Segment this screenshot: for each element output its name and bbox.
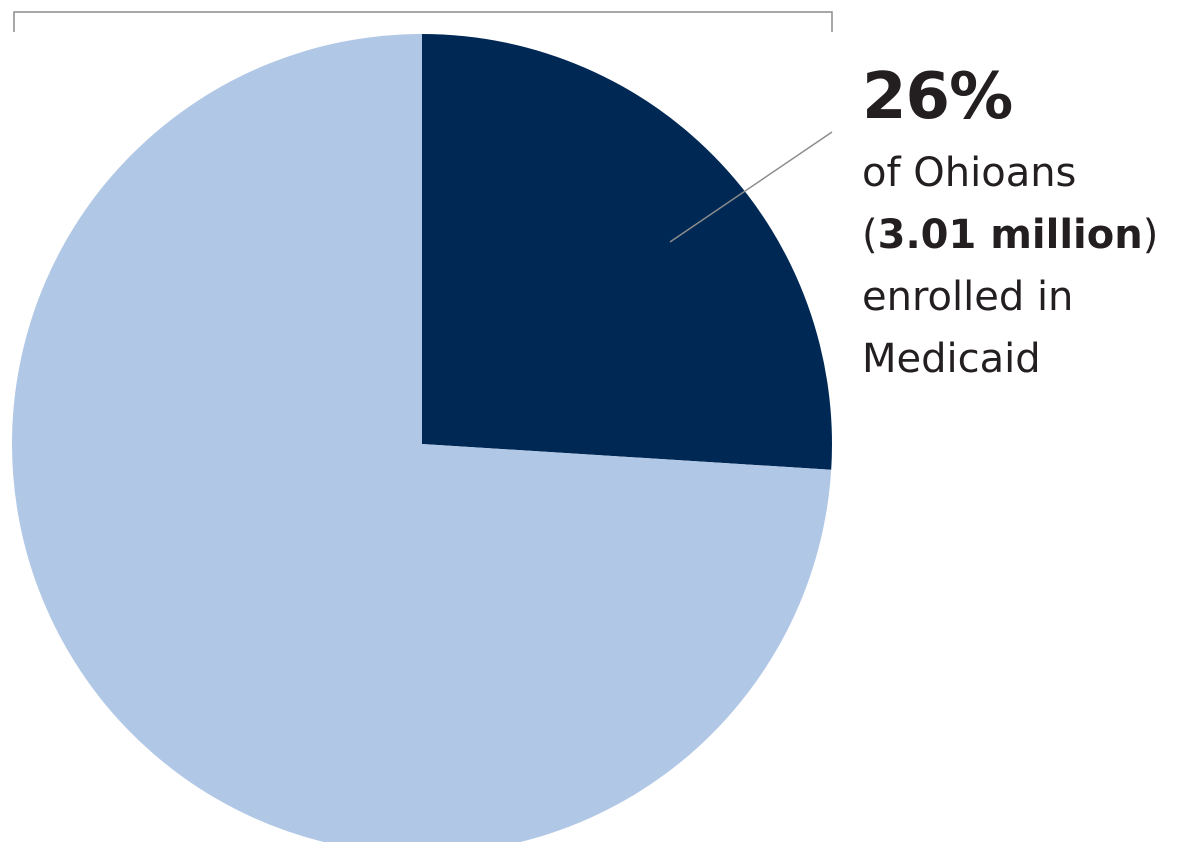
top-bracket	[13, 11, 833, 32]
annotation-line-4: Medicaid	[862, 336, 1041, 382]
leader-line	[669, 131, 833, 243]
annotation-line-3: enrolled in	[862, 274, 1074, 320]
pie-slice-medicaid	[422, 34, 832, 470]
pie-slice-other	[12, 34, 832, 842]
paren-open: (	[862, 212, 878, 258]
enrollment-count: 3.01 million	[877, 212, 1143, 258]
paren-close: )	[1142, 212, 1159, 258]
slice-annotation: 26% of Ohioans (3.01 million) enrolled i…	[862, 52, 1174, 390]
annotation-line-1: of Ohioans	[862, 150, 1077, 196]
annotation-line-2: (3.01 million)	[862, 204, 1174, 266]
percent-label: 26%	[862, 60, 1013, 134]
pie-slices	[12, 34, 832, 842]
